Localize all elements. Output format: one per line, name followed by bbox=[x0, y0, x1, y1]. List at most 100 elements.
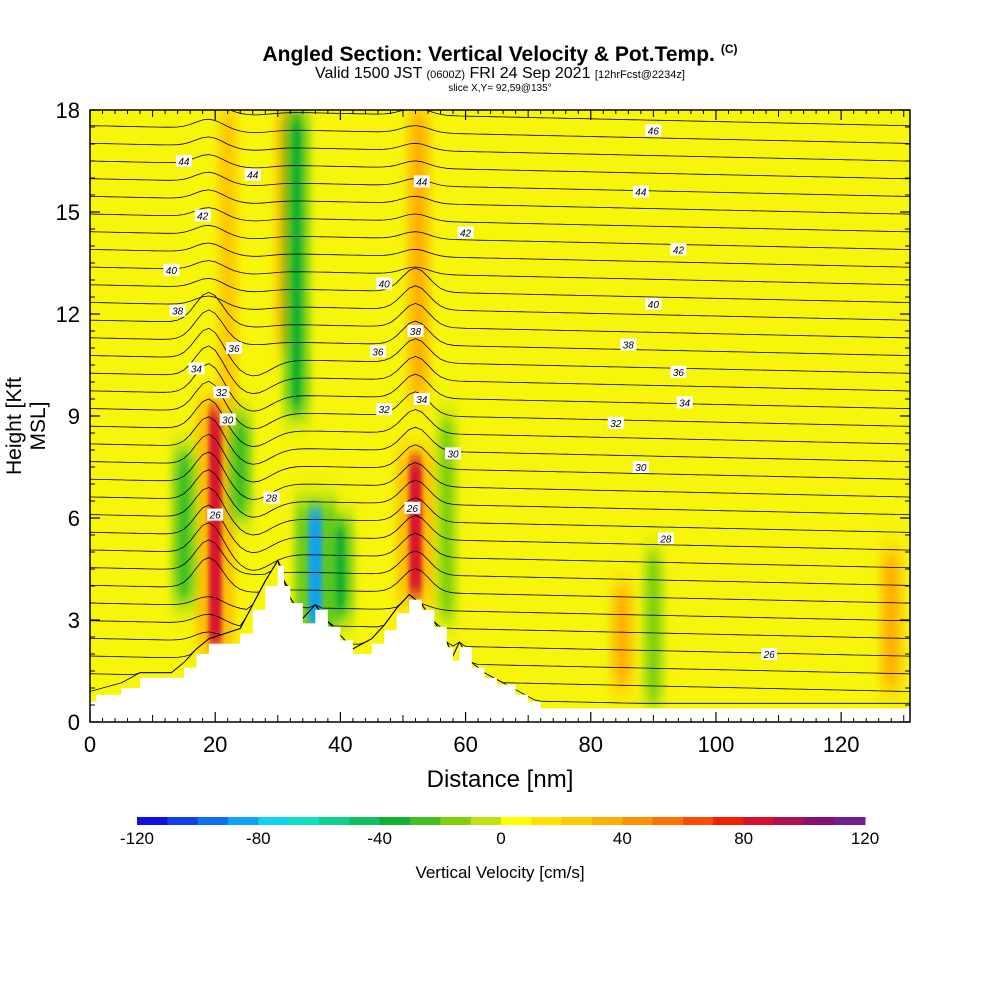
contour-label-text: 42 bbox=[673, 245, 685, 256]
colorbar-swatch bbox=[319, 817, 350, 825]
contour-label: 36 bbox=[670, 365, 687, 379]
colorbar-swatch bbox=[167, 817, 199, 825]
contour-label-text: 28 bbox=[659, 534, 672, 545]
contour-label: 44 bbox=[244, 168, 261, 182]
valid-time-prefix: Valid 1500 JST bbox=[315, 65, 423, 82]
x-tick-label: 100 bbox=[698, 732, 735, 757]
updraft-core bbox=[208, 407, 222, 646]
contour-label: 36 bbox=[369, 345, 386, 358]
contour-label: 34 bbox=[188, 362, 205, 375]
contour-label-text: 36 bbox=[673, 368, 685, 379]
colorbar-tick-label: 120 bbox=[851, 829, 879, 848]
contour-label-bg bbox=[225, 342, 242, 354]
contour-label-bg bbox=[607, 416, 624, 429]
contour-label: 26 bbox=[207, 508, 224, 522]
contour-label: 40 bbox=[376, 277, 393, 290]
contour-label-text: 42 bbox=[197, 211, 209, 222]
theta-contour-line bbox=[90, 171, 910, 197]
contour-label-bg bbox=[645, 124, 662, 137]
updraft-core bbox=[224, 118, 232, 408]
colorbar-tick-label: -40 bbox=[367, 829, 392, 848]
contour-label-bg bbox=[188, 362, 205, 375]
theta-contour-line bbox=[90, 260, 910, 286]
contour-label-bg bbox=[670, 243, 687, 256]
contour-label: 44 bbox=[632, 185, 649, 199]
contour-label: 34 bbox=[676, 396, 693, 409]
theta-contour-line bbox=[90, 154, 910, 180]
colorbar-swatch bbox=[228, 817, 259, 825]
downdraft-core bbox=[308, 509, 323, 629]
colorbar-swatch bbox=[137, 817, 168, 825]
contour-label-text: 40 bbox=[648, 300, 660, 311]
downdraft-core bbox=[443, 424, 451, 612]
y-tick-label: 15 bbox=[56, 200, 80, 225]
x-tick-label: 60 bbox=[453, 732, 477, 757]
contour-label-bg bbox=[632, 185, 649, 198]
colorbar-tick-label: -80 bbox=[246, 829, 271, 848]
colorbar-tick-label: -120 bbox=[120, 829, 154, 848]
contour-label-text: 38 bbox=[623, 341, 635, 352]
contour-label-text: 42 bbox=[460, 228, 472, 239]
colorbar-swatch bbox=[743, 817, 775, 825]
contour-label: 38 bbox=[620, 338, 637, 352]
contour-label-text: 46 bbox=[648, 126, 660, 137]
theta-contour-line bbox=[90, 539, 910, 586]
theta-contours bbox=[90, 110, 910, 704]
theta-contour-line bbox=[90, 380, 910, 430]
colorbar-swatch bbox=[834, 817, 866, 825]
colorbar-swatch bbox=[561, 817, 593, 825]
colorbar-swatch bbox=[288, 817, 320, 825]
downdraft-core bbox=[335, 526, 345, 612]
contour-label-text: 44 bbox=[247, 171, 259, 182]
colorbar-swatch bbox=[713, 817, 745, 825]
downdraft-core bbox=[236, 424, 245, 510]
contour-label-bg bbox=[175, 155, 192, 167]
contour-label-bg bbox=[163, 263, 180, 276]
contour-label-bg bbox=[194, 209, 211, 222]
colorbar-swatch bbox=[349, 817, 381, 825]
contour-label: 28 bbox=[263, 491, 280, 505]
contour-label-bg bbox=[645, 297, 662, 310]
contour-label-text: 44 bbox=[416, 177, 428, 188]
y-tick-label: 18 bbox=[56, 98, 80, 123]
terrain-mask bbox=[90, 565, 910, 722]
contour-label-bg bbox=[670, 365, 687, 378]
colorbar: -120 -80 -40 0 40 80 120 bbox=[120, 817, 879, 848]
contour-label-text: 30 bbox=[222, 415, 234, 426]
contour-label: 32 bbox=[213, 386, 230, 399]
contour-label-text: 38 bbox=[172, 307, 184, 318]
x-tick-label: 40 bbox=[328, 732, 352, 757]
colorbar-swatch bbox=[622, 817, 654, 825]
chart-title-units: (C) bbox=[720, 42, 738, 56]
contour-label: 46 bbox=[645, 124, 662, 137]
contour-labels: 44 44 46 44 44 42 42 42 40 40 40 38 38 38 36 36 36 34 34 34… bbox=[163, 124, 778, 661]
contour-label: 26 bbox=[404, 501, 421, 515]
colorbar-swatch bbox=[804, 817, 836, 825]
x-tick-label: 120 bbox=[823, 732, 860, 757]
contour-label: 32 bbox=[376, 403, 393, 416]
theta-contour-line bbox=[90, 136, 910, 162]
contour-label: 38 bbox=[407, 325, 424, 338]
valid-date: FRI 24 Sep 2021 bbox=[469, 65, 591, 82]
contour-label-bg bbox=[676, 396, 693, 409]
updraft-core bbox=[618, 594, 626, 680]
y-tick-label: 6 bbox=[68, 506, 80, 531]
contour-label-bg bbox=[445, 447, 462, 460]
contour-label: 30 bbox=[219, 413, 236, 426]
x-tick-label: 20 bbox=[203, 732, 227, 757]
colorbar-swatch bbox=[258, 817, 290, 825]
contour-label: 42 bbox=[670, 243, 687, 256]
chart-title-text: Angled Section: Vertical Velocity & Pot.… bbox=[262, 43, 715, 66]
contour-label-text: 30 bbox=[447, 449, 459, 460]
theta-contour-line bbox=[90, 504, 910, 554]
contour-label-bg bbox=[761, 648, 778, 660]
contour-label-text: 44 bbox=[178, 157, 190, 168]
contour-label-bg bbox=[413, 393, 430, 405]
contour-label-text: 34 bbox=[679, 398, 691, 409]
contour-label-bg bbox=[207, 508, 224, 521]
contour-label-text: 44 bbox=[635, 188, 647, 199]
theta-contour-line bbox=[90, 345, 910, 395]
theta-contour-line bbox=[90, 285, 910, 321]
theta-contour-line bbox=[90, 559, 910, 639]
theta-contour-line bbox=[90, 267, 910, 303]
